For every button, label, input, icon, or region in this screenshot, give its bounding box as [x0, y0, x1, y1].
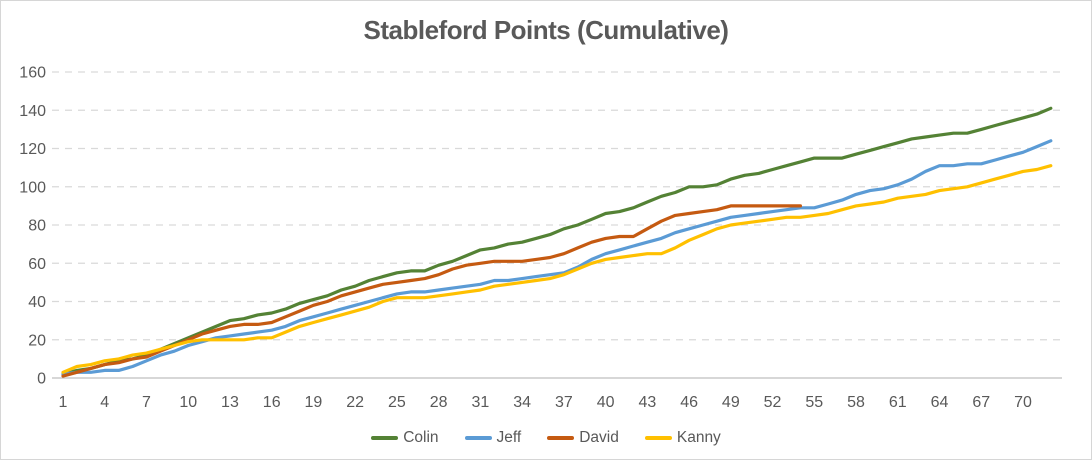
series-line-colin[interactable]: [61, 106, 1053, 376]
legend-item-david[interactable]: David: [547, 429, 619, 447]
legend-label: David: [579, 429, 619, 446]
x-axis-tick-label: 7: [142, 394, 151, 411]
legend-item-jeff[interactable]: Jeff: [464, 429, 522, 447]
y-axis-tick-label: 140: [19, 103, 46, 120]
legend-item-kanny[interactable]: Kanny: [644, 429, 721, 447]
x-axis-tick-label: 61: [889, 394, 907, 411]
chart-title: Stableford Points (Cumulative): [363, 15, 729, 45]
legend-label: Jeff: [496, 429, 522, 446]
legend-line-icon: [644, 436, 672, 440]
legend: Colin Jeff David Kanny: [1, 429, 1091, 447]
y-axis-tick-label: 100: [19, 179, 46, 196]
x-axis-tick-label: 16: [263, 394, 281, 411]
x-axis-tick-label: 13: [221, 394, 239, 411]
x-axis-tick-label: 10: [179, 394, 197, 411]
series-line-jeff[interactable]: [61, 139, 1053, 376]
series-line-kanny[interactable]: [61, 164, 1053, 374]
x-axis-tick-label: 34: [513, 394, 531, 411]
y-axis-tick-label: 60: [28, 256, 46, 273]
x-axis-tick-label: 19: [305, 394, 323, 411]
x-axis-tick-label: 58: [847, 394, 865, 411]
x-axis-tick-label: 55: [805, 394, 823, 411]
x-axis-tick-label: 4: [100, 394, 109, 411]
y-axis-tick-label: 80: [28, 218, 46, 235]
x-axis-tick-label: 40: [597, 394, 615, 411]
legend-label: Kanny: [676, 429, 721, 446]
x-axis-tick-label: 1: [59, 394, 68, 411]
y-axis-tick-label: 40: [28, 294, 46, 311]
legend-item-colin[interactable]: Colin: [371, 429, 439, 447]
legend-label: Colin: [403, 429, 439, 446]
x-axis-tick-label: 46: [680, 394, 698, 411]
x-axis-tick-label: 31: [471, 394, 489, 411]
x-axis-tick-label: 28: [430, 394, 448, 411]
x-axis-tick-label: 52: [764, 394, 782, 411]
x-axis-tick-label: 64: [931, 394, 949, 411]
y-axis-tick-label: 0: [37, 371, 46, 388]
y-axis-tick-label: 120: [19, 141, 46, 158]
x-axis-tick-label: 70: [1014, 394, 1032, 411]
y-axis-tick-label: 20: [28, 332, 46, 349]
x-axis-tick-label: 25: [388, 394, 406, 411]
x-axis-tick-label: 43: [638, 394, 656, 411]
x-axis-tick-label: 22: [346, 394, 364, 411]
legend-line-icon: [547, 436, 575, 440]
x-axis-tick-label: 67: [972, 394, 990, 411]
y-axis-tick-label: 160: [19, 65, 46, 82]
legend-line-icon: [371, 436, 399, 440]
legend-line-icon: [464, 436, 492, 440]
x-axis-tick-label: 49: [722, 394, 740, 411]
x-axis-tick-label: 37: [555, 394, 573, 411]
